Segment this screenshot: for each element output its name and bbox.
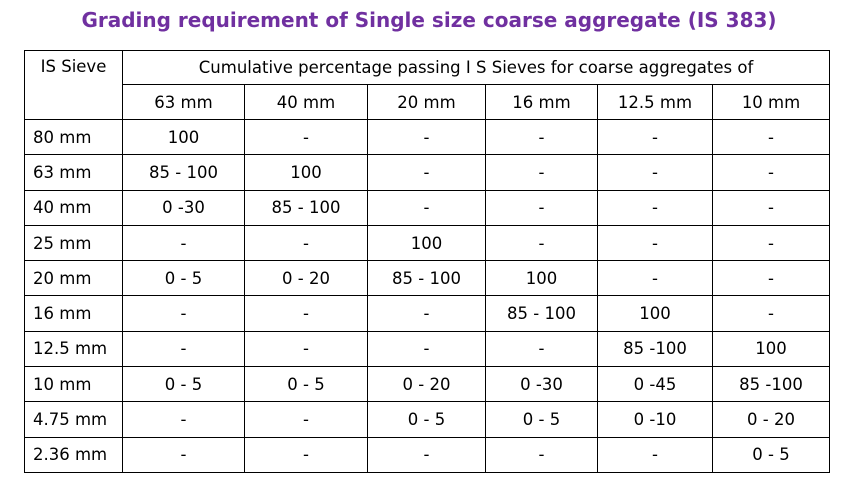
passing-value-cell: - [244, 224, 368, 262]
passing-value-cell: - [711, 154, 831, 191]
passing-value-cell: 100 [367, 224, 486, 262]
passing-value-cell: 85 - 100 [485, 295, 598, 332]
page-title: Grading requirement of Single size coars… [81, 8, 777, 32]
passing-value-cell: 0 - 5 [367, 401, 486, 438]
column-header: 40 mm [244, 84, 368, 120]
passing-value-cell: - [122, 295, 245, 332]
passing-value-cell: 0 -45 [597, 366, 713, 403]
passing-value-cell: - [597, 118, 713, 156]
sieve-size-cell: 80 mm [24, 118, 123, 156]
sieve-size-cell: 4.75 mm [24, 401, 123, 438]
column-header: 63 mm [122, 84, 245, 120]
passing-value-cell: - [367, 189, 486, 226]
passing-value-cell: 100 [244, 154, 368, 191]
passing-value-cell: - [122, 330, 245, 368]
passing-value-cell: - [485, 436, 598, 473]
sieve-size-cell: 12.5 mm [24, 330, 123, 368]
passing-value-cell: - [711, 295, 831, 332]
passing-value-cell: - [597, 260, 713, 297]
passing-value-cell: 100 [597, 295, 713, 332]
passing-value-cell: 0 -30 [485, 366, 598, 403]
group-header-cumulative-passing: Cumulative percentage passing I S Sieves… [121, 50, 831, 85]
passing-value-cell: 0 -30 [122, 189, 245, 226]
table-row: 63 mm 85 - 100 100- - - - [24, 154, 831, 191]
column-header: 16 mm [485, 84, 598, 120]
passing-value-cell: - [367, 330, 486, 368]
table-header: IS Sieve Cumulative percentage passing I… [24, 50, 831, 120]
column-header: 12.5 mm [597, 84, 713, 120]
passing-value-cell: 0 - 20 [711, 401, 831, 438]
corner-header-is-sieve: IS Sieve [24, 50, 123, 120]
passing-value-cell: 100 [485, 260, 598, 297]
passing-value-cell: 85 - 100 [367, 260, 486, 297]
passing-value-cell: - [711, 224, 831, 262]
table-row: 2.36 mm - - - - -0 - 5 [24, 436, 831, 473]
sieve-size-cell: 2.36 mm [24, 436, 123, 473]
passing-value-cell: - [122, 224, 245, 262]
sieve-size-cell: 20 mm [24, 260, 123, 297]
passing-value-cell: 0 - 5 [485, 401, 598, 438]
passing-value-cell: 85 - 100 [122, 154, 245, 191]
passing-value-cell: 85 -100 [597, 330, 713, 368]
passing-value-cell: - [367, 154, 486, 191]
passing-value-cell: - [711, 118, 831, 156]
sieve-size-cell: 10 mm [24, 366, 123, 403]
passing-value-cell: - [122, 436, 245, 473]
passing-value-cell: - [367, 436, 486, 473]
passing-value-cell: 0 - 5 [122, 260, 245, 297]
grading-table: IS Sieve Cumulative percentage passing I… [24, 50, 831, 473]
passing-value-cell: - [367, 118, 486, 156]
passing-value-cell: - [244, 436, 368, 473]
passing-value-cell: - [367, 295, 486, 332]
passing-value-cell: - [485, 224, 598, 262]
table-row: 25 mm - -100- - - [24, 224, 831, 262]
passing-value-cell: - [244, 401, 368, 438]
passing-value-cell: 85 -100 [711, 366, 831, 403]
passing-value-cell: 0 - 5 [244, 366, 368, 403]
header-row-sizes: 63 mm 40 mm 20 mm 16 mm 12.5 mm 10 mm [25, 84, 831, 120]
table-row: 12.5 mm - - - -85 -100 100 [24, 330, 831, 368]
passing-value-cell: 0 -10 [597, 401, 713, 438]
passing-value-cell: - [597, 189, 713, 226]
table-row: 16 mm - - -85 - 100 100- [24, 295, 831, 332]
passing-value-cell: 100 [122, 118, 245, 156]
table-row: 40 mm 0 -30 85 - 100- - - - [24, 189, 831, 226]
passing-value-cell: - [244, 330, 368, 368]
passing-value-cell: 0 - 20 [367, 366, 486, 403]
passing-value-cell: - [711, 260, 831, 297]
passing-value-cell: - [597, 224, 713, 262]
passing-value-cell: - [122, 401, 245, 438]
passing-value-cell: - [597, 154, 713, 191]
passing-value-cell: - [244, 295, 368, 332]
passing-value-cell: 0 - 5 [711, 436, 831, 473]
passing-value-cell: 0 - 20 [244, 260, 368, 297]
passing-value-cell: - [485, 118, 598, 156]
passing-value-cell: - [485, 330, 598, 368]
sieve-size-cell: 25 mm [24, 224, 123, 262]
passing-value-cell: 100 [711, 330, 831, 368]
sieve-size-cell: 16 mm [24, 295, 123, 332]
passing-value-cell: - [711, 189, 831, 226]
table-body: 80 mm 100- - - - -63 mm 85 - 100 100- - - -40 mm 0 … [24, 118, 831, 473]
passing-value-cell: - [485, 189, 598, 226]
header-row-group: IS Sieve Cumulative percentage passing I… [24, 50, 831, 120]
column-header: 20 mm [367, 84, 486, 120]
sieve-size-cell: 40 mm [24, 189, 123, 226]
passing-value-cell: 85 - 100 [244, 189, 368, 226]
column-header: 10 mm [711, 84, 831, 120]
passing-value-cell: 0 - 5 [122, 366, 245, 403]
sieve-size-cell: 63 mm [24, 154, 123, 191]
passing-value-cell: - [244, 118, 368, 156]
table-row: 80 mm 100- - - - - [24, 118, 831, 156]
passing-value-cell: - [597, 436, 713, 473]
passing-value-cell: - [485, 154, 598, 191]
